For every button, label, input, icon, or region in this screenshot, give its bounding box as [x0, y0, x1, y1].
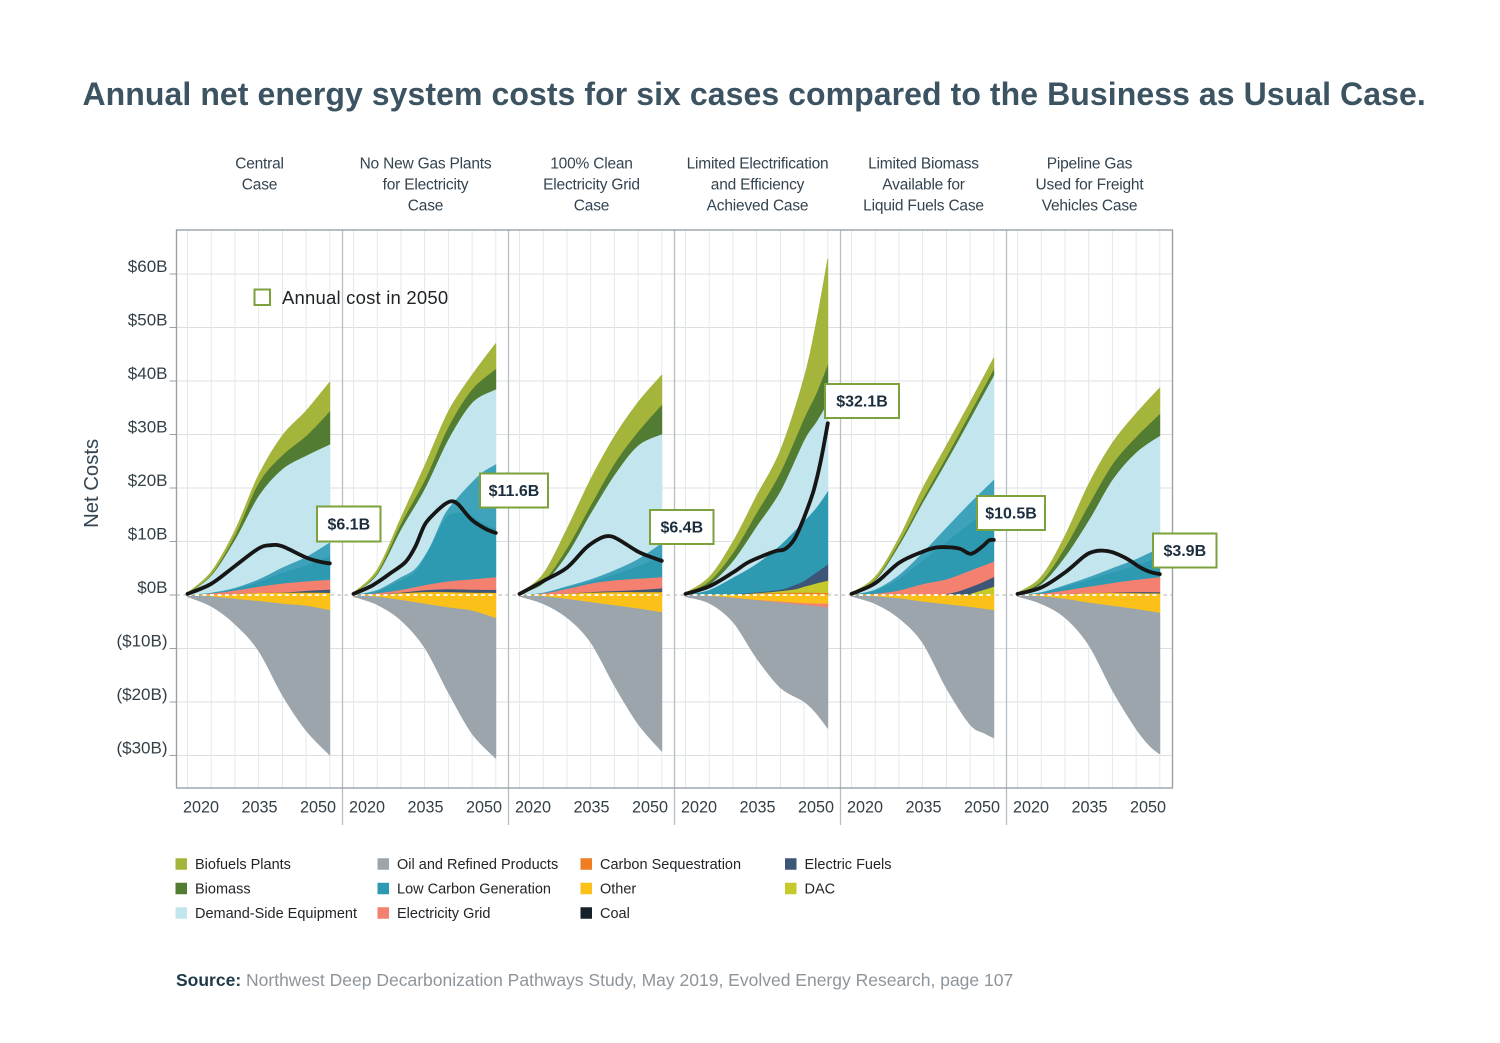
svg-text:($20B): ($20B)	[116, 685, 167, 704]
svg-text:2035: 2035	[241, 799, 277, 817]
svg-text:Case: Case	[574, 198, 609, 215]
svg-text:Liquid Fuels Case: Liquid Fuels Case	[863, 198, 984, 215]
svg-text:for Electricity: for Electricity	[383, 177, 469, 194]
svg-text:Used for Freight: Used for Freight	[1036, 177, 1145, 194]
svg-text:2050: 2050	[300, 799, 336, 817]
svg-text:Coal: Coal	[600, 906, 630, 922]
svg-text:Limited Biomass: Limited Biomass	[868, 156, 979, 173]
svg-text:2035: 2035	[905, 799, 941, 817]
svg-text:2050: 2050	[798, 799, 834, 817]
svg-text:$11.6B: $11.6B	[489, 483, 540, 500]
svg-text:Vehicles Case: Vehicles Case	[1042, 198, 1138, 215]
svg-text:($30B): ($30B)	[116, 738, 167, 757]
svg-text:$50B: $50B	[128, 310, 168, 329]
svg-text:Carbon Sequestration: Carbon Sequestration	[600, 857, 741, 873]
svg-text:2020: 2020	[183, 799, 219, 817]
svg-text:2020: 2020	[1013, 799, 1049, 817]
svg-text:2020: 2020	[847, 799, 883, 817]
svg-text:Other: Other	[600, 882, 636, 898]
svg-text:2050: 2050	[1130, 799, 1166, 817]
svg-text:Biofuels Plants: Biofuels Plants	[195, 857, 291, 873]
svg-text:$6.4B: $6.4B	[660, 520, 703, 537]
svg-text:Electricity Grid: Electricity Grid	[543, 177, 640, 194]
svg-text:Available for: Available for	[882, 177, 964, 194]
svg-text:Source: Northwest Deep Decarbo: Source: Northwest Deep Decarbonization P…	[176, 970, 1013, 990]
svg-text:$60B: $60B	[128, 257, 168, 276]
svg-text:$30B: $30B	[128, 417, 168, 436]
svg-text:Annual net energy system costs: Annual net energy system costs for six c…	[83, 76, 1426, 112]
svg-text:Annual cost in 2050: Annual cost in 2050	[282, 287, 448, 308]
svg-text:$0B: $0B	[137, 578, 167, 597]
svg-text:$20B: $20B	[128, 471, 168, 490]
svg-text:($10B): ($10B)	[116, 631, 167, 650]
svg-text:Central: Central	[235, 156, 284, 173]
svg-text:Oil and Refined Products: Oil and Refined Products	[397, 857, 558, 873]
svg-text:2050: 2050	[632, 799, 668, 817]
svg-text:$32.1B: $32.1B	[836, 394, 888, 411]
svg-text:2050: 2050	[964, 799, 1000, 817]
svg-text:2035: 2035	[739, 799, 775, 817]
svg-text:2020: 2020	[515, 799, 551, 817]
svg-text:Case: Case	[242, 177, 277, 194]
svg-text:Net Costs: Net Costs	[81, 439, 103, 528]
svg-text:100% Clean: 100% Clean	[550, 156, 632, 173]
svg-text:Limited Electrification: Limited Electrification	[687, 156, 829, 173]
svg-text:Achieved Case: Achieved Case	[707, 198, 809, 215]
svg-text:2035: 2035	[1071, 799, 1107, 817]
svg-text:Demand-Side Equipment: Demand-Side Equipment	[195, 906, 357, 922]
svg-text:$6.1B: $6.1B	[327, 517, 370, 534]
svg-text:DAC: DAC	[805, 882, 836, 898]
svg-text:No New Gas Plants: No New Gas Plants	[360, 156, 492, 173]
svg-text:2050: 2050	[466, 799, 502, 817]
svg-text:2035: 2035	[407, 799, 443, 817]
svg-text:Case: Case	[408, 198, 443, 215]
svg-text:Pipeline Gas: Pipeline Gas	[1047, 156, 1133, 173]
svg-text:$3.9B: $3.9B	[1163, 543, 1206, 560]
svg-text:and Efficiency: and Efficiency	[711, 177, 805, 194]
svg-text:Electric Fuels: Electric Fuels	[805, 857, 892, 873]
svg-text:Low Carbon Generation: Low Carbon Generation	[397, 882, 551, 898]
svg-text:2020: 2020	[681, 799, 717, 817]
svg-text:Electricity Grid: Electricity Grid	[397, 906, 490, 922]
svg-text:$10.5B: $10.5B	[985, 506, 1037, 523]
svg-text:$40B: $40B	[128, 364, 168, 383]
svg-text:$10B: $10B	[128, 524, 168, 543]
svg-text:Biomass: Biomass	[195, 882, 251, 898]
svg-text:2035: 2035	[573, 799, 609, 817]
svg-text:2020: 2020	[349, 799, 385, 817]
